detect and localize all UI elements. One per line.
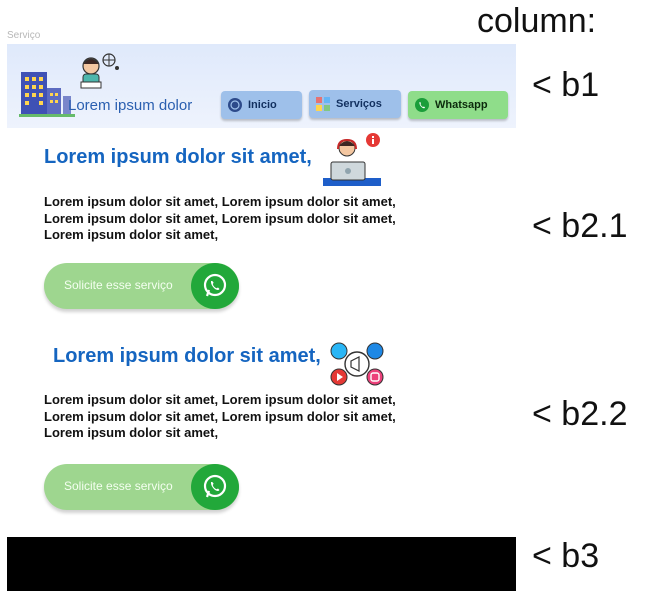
nav-servicos-label: Serviços [336,98,382,110]
section-title: Lorem ipsum dolor sit amet, [44,146,312,168]
support-agent-icon [323,133,381,186]
nav-servicos-button[interactable]: Serviços [309,90,401,118]
service-section-1: Lorem ipsum dolor sit amet, Lorem ipsum … [7,128,516,328]
request-service-button[interactable]: Solicite esse serviço [44,464,239,510]
b2-1-annotation: < b2.1 [532,207,628,245]
social-media-icon [330,342,384,386]
header: Lorem ipsum dolor Inicio Serviços Whatsa [7,44,516,128]
cta-label: Solicite esse serviço [64,278,173,292]
cta-label: Solicite esse serviço [64,479,173,493]
whatsapp-icon [191,464,239,510]
page-frame: Lorem ipsum dolor Inicio Serviços Whatsa [7,44,516,591]
service-section-2: Lorem ipsum dolor sit amet, Lorem ipsum … [7,329,516,533]
logo-icon [19,53,119,117]
section-body-text: Lorem ipsum dolor sit amet, Lorem ipsum … [44,194,396,242]
frame-label: Serviço [7,30,41,41]
whatsapp-icon [415,98,429,112]
whatsapp-icon [191,263,239,309]
brand-text: Lorem ipsum dolor [68,97,193,114]
request-service-button[interactable]: Solicite esse serviço [44,263,239,309]
nav-whatsapp-label: Whatsapp [435,99,488,111]
column-annotation: column: [477,2,597,40]
section-body-text: Lorem ipsum dolor sit amet, Lorem ipsum … [44,392,396,440]
b3-annotation: < b3 [532,537,600,575]
grid-icon [316,97,330,111]
nav-whatsapp-button[interactable]: Whatsapp [408,91,508,119]
globe-icon [228,98,242,112]
b2-2-annotation: < b2.2 [532,395,628,433]
b1-annotation: < b1 [532,66,600,104]
footer [7,537,516,591]
nav-inicio-button[interactable]: Inicio [221,91,302,119]
nav-inicio-label: Inicio [248,99,277,111]
section-title: Lorem ipsum dolor sit amet, [53,345,321,367]
